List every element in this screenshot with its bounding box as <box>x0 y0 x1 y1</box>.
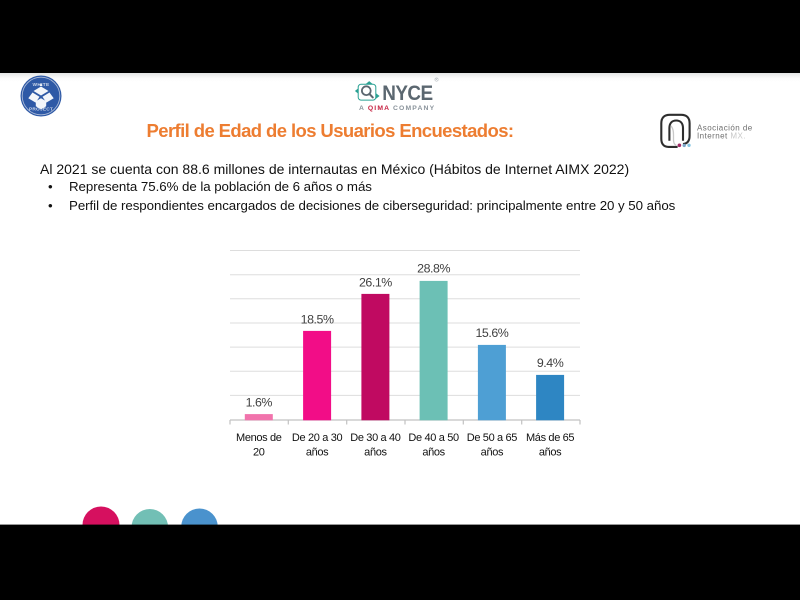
svg-text:años: años <box>364 447 387 459</box>
svg-text:15.6%: 15.6% <box>475 326 508 340</box>
svg-text:®: ® <box>435 77 439 84</box>
svg-text:9.4%: 9.4% <box>537 356 564 370</box>
svg-text:Asociación de: Asociación de <box>697 124 753 133</box>
svg-text:Internet MX.: Internet MX. <box>697 131 746 140</box>
svg-text:años: años <box>306 447 329 459</box>
svg-text:NYCE: NYCE <box>382 82 433 105</box>
svg-text:De 30 a 40: De 30 a 40 <box>350 432 401 444</box>
svg-text:años: años <box>481 447 504 459</box>
svg-text:Más de 65: Más de 65 <box>526 432 574 444</box>
svg-text:1.6%: 1.6% <box>246 396 273 410</box>
svg-text:26.1%: 26.1% <box>359 276 392 290</box>
svg-text:De 20 a 30: De 20 a 30 <box>292 432 343 444</box>
svg-text:De 40 a 50: De 40 a 50 <box>408 432 459 444</box>
svg-text:A QIMA COMPANY: A QIMA COMPANY <box>359 105 435 112</box>
svg-text:Menos de: Menos de <box>236 432 282 444</box>
svg-text:años: años <box>422 447 445 459</box>
svg-text:De 50 a 65: De 50 a 65 <box>467 432 518 444</box>
svg-text:20: 20 <box>253 447 265 459</box>
svg-text:18.5%: 18.5% <box>301 313 334 327</box>
svg-text:28.8%: 28.8% <box>417 262 450 276</box>
svg-text:PROJECT: PROJECT <box>29 107 53 113</box>
svg-text:años: años <box>539 447 562 459</box>
